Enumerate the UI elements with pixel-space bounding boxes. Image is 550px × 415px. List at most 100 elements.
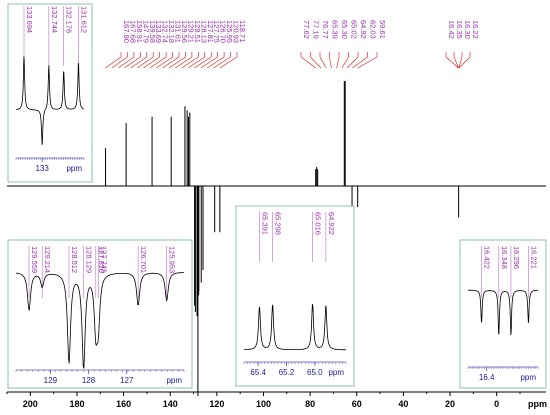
- peak-label: 65.30: [340, 20, 349, 39]
- peak-label: 167.80: [122, 20, 131, 43]
- inset-frame: [459, 239, 547, 389]
- peak-label: 77.62: [302, 20, 311, 39]
- inset-peak-label: 65.391: [260, 212, 269, 235]
- inset-16: 16.422 16.348 16.296 16.221 16.4 ppm: [459, 239, 547, 389]
- x-tick-label: 0: [494, 399, 499, 409]
- peak-label: 65.02: [350, 20, 359, 39]
- peak-label: 125.95: [225, 20, 234, 43]
- x-axis-unit: ppm: [528, 399, 547, 409]
- peak-label: 127.75: [212, 20, 221, 43]
- peak-leader: [213, 52, 231, 69]
- x-tick-label: 160: [116, 399, 131, 409]
- inset-unit-label: ppm: [328, 368, 344, 377]
- inset-trace: [15, 272, 184, 369]
- inset-tick-label: 65.4: [250, 368, 266, 377]
- peak-leader: [200, 52, 218, 69]
- peak-label: 16.22: [471, 20, 480, 39]
- peak-label: 120.93: [232, 20, 241, 43]
- peak-leader: [181, 52, 199, 69]
- peak-leader: [162, 52, 180, 69]
- inset-peak-label: 16.296: [512, 246, 521, 269]
- peak-label: 129.56: [180, 20, 189, 43]
- inset-peak-label: 127.810: [97, 246, 106, 273]
- inset-peak-label: 65.016: [314, 212, 323, 235]
- inset-peak-label: 64.922: [327, 212, 336, 235]
- peak-leader: [445, 52, 459, 69]
- inset-tick-label: 129: [44, 376, 58, 385]
- x-tick-label: 60: [352, 399, 362, 409]
- peak-leader: [352, 52, 368, 69]
- peak-leader: [458, 52, 471, 69]
- main-spectrum-trace: [7, 81, 546, 396]
- x-tick-label: 20: [445, 399, 455, 409]
- peak-leader: [175, 52, 193, 69]
- peak-label: 65.39: [331, 20, 340, 39]
- peak-leader: [143, 52, 160, 69]
- main-x-axis: 200 180 160 140 120 100 80 60 40 20 0 ppm: [6, 391, 547, 409]
- inset-peak-label: 125.953: [168, 246, 177, 273]
- inset-peak-label: 128.512: [70, 246, 79, 273]
- inset-tick-label: 65.0: [307, 368, 323, 377]
- peak-label: 147.79: [141, 20, 150, 43]
- peak-leader: [319, 52, 327, 69]
- inset-trace: [16, 56, 85, 145]
- peak-label: 133.69: [154, 20, 163, 43]
- peak-leader: [310, 52, 322, 69]
- peak-label: 118.71: [238, 20, 247, 42]
- inset-frame: [235, 205, 355, 387]
- inset-65: 65.391 65.298 65.016 64.922 65.4 65.2 65.0 ppm: [235, 205, 355, 387]
- peak-label: 132.74: [161, 20, 170, 43]
- peak-label: 128.51: [193, 20, 202, 43]
- peak-leader: [137, 52, 154, 69]
- inset-tick-label: 16.4: [479, 373, 495, 382]
- peak-leader: [219, 52, 238, 69]
- peak-label: 16.42: [447, 20, 456, 39]
- peak-label: 167.68: [128, 20, 137, 43]
- peak-leader: [329, 52, 332, 69]
- inset-peak-label: 16.348: [500, 246, 509, 269]
- inset-tick-label: 65.2: [279, 368, 295, 377]
- inset-peak-label: 16.221: [529, 246, 538, 269]
- peak-leader: [130, 52, 148, 69]
- inset-tick-label: 133: [35, 164, 49, 173]
- x-tick-label: 180: [69, 399, 84, 409]
- peak-leader: [341, 52, 349, 69]
- peak-leader: [458, 52, 463, 69]
- inset-128: 129.559 129.214 128.512 128.129 127.810127.7…: [7, 239, 193, 389]
- peak-label: 16.30: [463, 20, 472, 39]
- inset-unit-label: ppm: [520, 373, 536, 382]
- inset-peak-label: 127.745: [99, 246, 108, 273]
- peak-label: 59.61: [378, 20, 387, 39]
- peak-leader: [124, 52, 141, 69]
- inset-peak-label: 132.744: [50, 6, 59, 33]
- x-tick-label: 200: [23, 399, 38, 409]
- peak-leader: [168, 52, 186, 69]
- peak-leader: [300, 52, 316, 69]
- inset-trace: [468, 289, 538, 336]
- peak-leader: [194, 52, 212, 69]
- inset-peak-label: 133.694: [25, 6, 34, 33]
- inset-peak-label: 131.612: [79, 6, 88, 33]
- inset-peak-label: 129.214: [43, 246, 52, 273]
- peak-leader: [206, 52, 225, 69]
- peak-label: 16.35: [455, 20, 464, 39]
- main-peak-leaders: [105, 52, 471, 69]
- peak-leader: [336, 52, 340, 69]
- peak-leader: [149, 52, 167, 69]
- inset-trace: [244, 304, 346, 351]
- peak-label: 158.91: [135, 20, 144, 43]
- peak-leader: [156, 52, 173, 69]
- inset-unit-label: ppm: [66, 164, 82, 173]
- x-tick-label: 40: [398, 399, 408, 409]
- inset-peak-label: 16.422: [483, 246, 492, 269]
- peak-label: 139.58: [148, 20, 157, 43]
- peak-label: 131.61: [174, 20, 183, 43]
- inset-peak-label: 128.129: [85, 246, 94, 273]
- peak-label: 77.19: [312, 20, 321, 39]
- inset-133: 133.694 132.744 132.176 131.612 133 ppm: [7, 3, 93, 183]
- peak-label: 76.77: [321, 20, 330, 39]
- peak-label: 127.81: [206, 20, 215, 43]
- x-tick-label: 140: [163, 399, 178, 409]
